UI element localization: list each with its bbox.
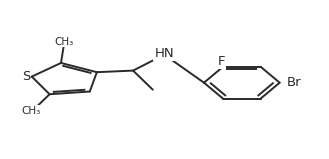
- Text: F: F: [217, 55, 225, 68]
- Text: Br: Br: [287, 76, 302, 89]
- Text: CH₃: CH₃: [55, 37, 74, 46]
- Text: HN: HN: [155, 47, 174, 60]
- Text: S: S: [22, 70, 30, 83]
- Text: CH₃: CH₃: [22, 106, 41, 116]
